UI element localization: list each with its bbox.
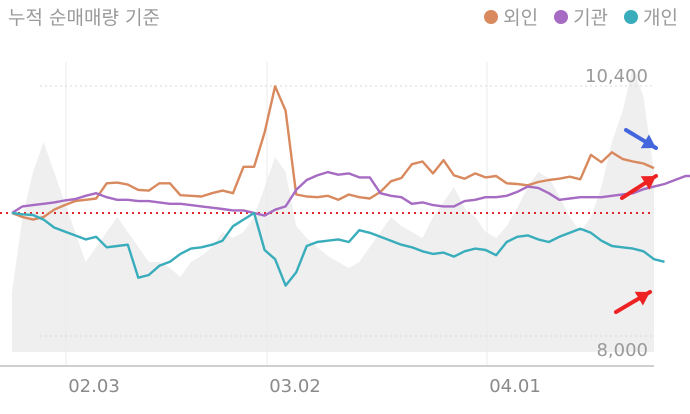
series-line-institution[interactable] [11, 170, 690, 217]
chart-title: 누적 순매매량 기준 [8, 7, 160, 29]
legend-dot-institution [554, 9, 569, 24]
y-tick-label: 8,000 [596, 340, 648, 361]
arrow-up-institution-head [640, 176, 656, 190]
y-tick-label: 10,400 [585, 66, 648, 87]
legend-dot-individual [624, 9, 639, 24]
legend-label-individual: 개인 [643, 7, 678, 29]
legend-label-institution: 기관 [573, 7, 609, 29]
legend-item-foreign[interactable]: 외인 [484, 3, 538, 30]
chart-legend: 외인 기관 개인 [484, 3, 678, 30]
series-line-individual[interactable] [11, 211, 665, 287]
legend-dot-foreign [484, 9, 499, 24]
x-tick-label: 03.02 [269, 376, 321, 397]
arrow-up-individual-head [634, 291, 650, 306]
x-tick-label: 04.01 [489, 376, 541, 397]
legend-item-individual[interactable]: 개인 [624, 3, 678, 30]
x-tick-label: 02.03 [68, 376, 120, 397]
series-line-foreign[interactable] [11, 85, 655, 221]
arrow-down-foreign-head [640, 134, 656, 149]
background-volume-area [12, 67, 654, 352]
legend-item-institution[interactable]: 기관 [554, 3, 608, 30]
legend-label-foreign: 외인 [503, 7, 539, 29]
